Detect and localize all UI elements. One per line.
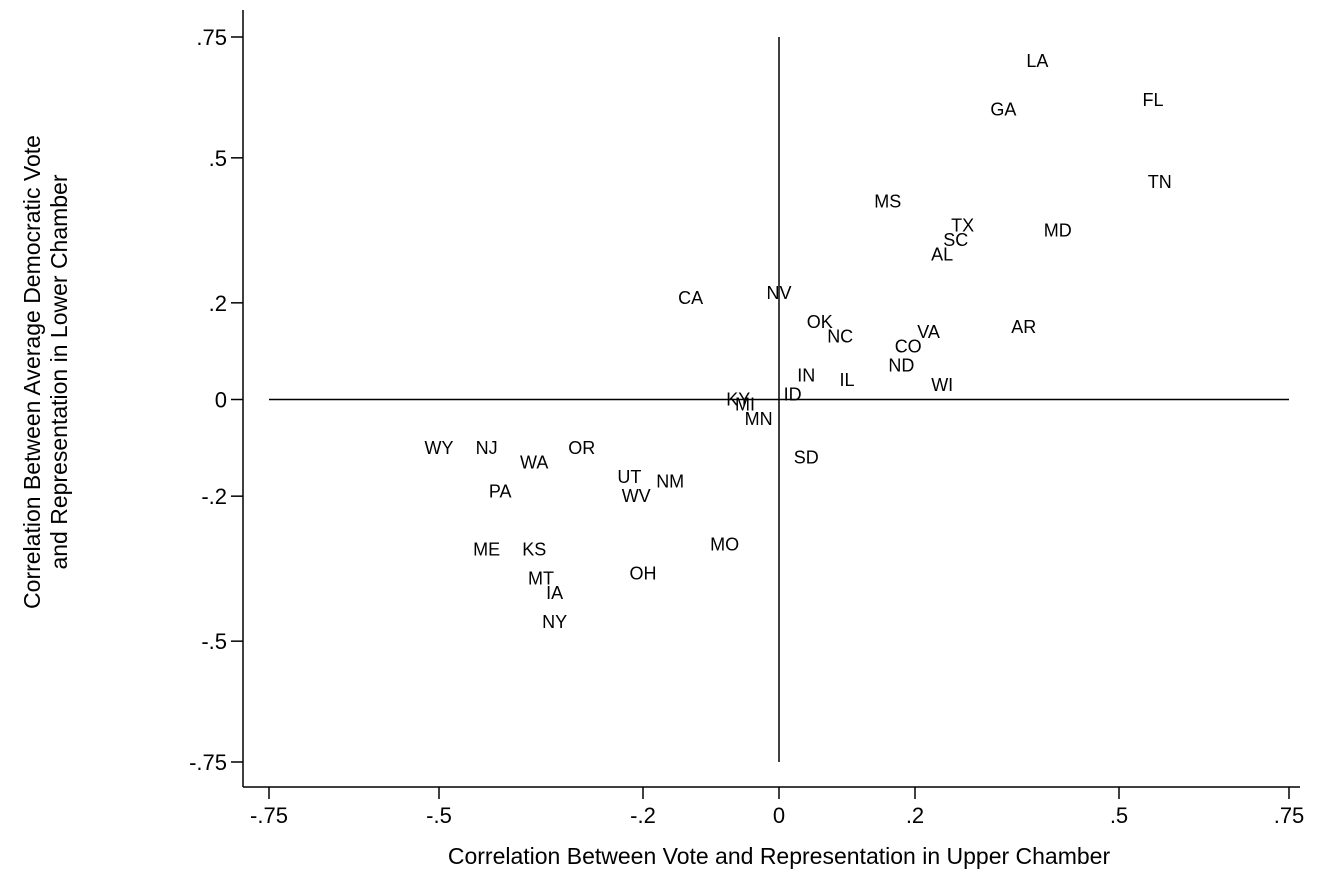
data-point-nm: NM [656, 472, 684, 492]
y-axis-title-line-2: and Representation in Lower Chamber [46, 174, 72, 569]
data-point-ks: KS [522, 539, 546, 559]
data-point-mo: MO [710, 535, 739, 555]
x-axis: -.75 -.5 -.2 0 .2 .5 .75 [243, 786, 1305, 828]
data-point-nv: NV [766, 283, 791, 303]
data-point-nc: NC [827, 327, 853, 347]
data-point-wi: WI [931, 375, 953, 395]
x-tick-label: .5 [1110, 803, 1128, 828]
data-point-ut: UT [617, 467, 641, 487]
data-point-sc: SC [943, 230, 968, 250]
x-axis-title: Correlation Between Vote and Representat… [448, 843, 1111, 869]
data-point-nj: NJ [476, 438, 498, 458]
data-point-id: ID [784, 385, 802, 405]
y-axis-title: Correlation Between Average Democratic V… [19, 135, 72, 609]
x-tick-label: .2 [906, 803, 924, 828]
data-point-ca: CA [678, 288, 703, 308]
data-point-ia: IA [546, 583, 563, 603]
y-axis: .75 .5 .2 0 -.2 -.5 -.75 [189, 10, 244, 787]
y-tick-label: .2 [209, 291, 227, 316]
data-point-pa: PA [489, 481, 512, 501]
data-point-il: IL [839, 370, 854, 390]
data-point-wa: WA [520, 452, 548, 472]
data-point-va: VA [917, 322, 940, 342]
x-tick-label: .75 [1274, 803, 1305, 828]
x-tick-label: 0 [773, 803, 785, 828]
data-point-ga: GA [990, 100, 1016, 120]
data-point-al: AL [931, 245, 953, 265]
data-point-md: MD [1044, 220, 1072, 240]
data-point-sd: SD [794, 448, 819, 468]
x-tick-label: -.5 [426, 803, 452, 828]
y-tick-label: -.2 [201, 484, 227, 509]
data-point-fl: FL [1142, 90, 1163, 110]
data-point-ar: AR [1011, 317, 1036, 337]
data-point-mn: MN [745, 409, 773, 429]
data-point-in: IN [797, 365, 815, 385]
y-axis-title-line-1: Correlation Between Average Democratic V… [19, 135, 45, 609]
y-tick-label: -.5 [201, 629, 227, 654]
data-point-ok: OK [807, 312, 833, 332]
reference-lines [269, 37, 1289, 762]
x-tick-label: -.75 [250, 803, 288, 828]
x-tick-label: -.2 [630, 803, 656, 828]
data-point-mi: MI [735, 394, 755, 414]
data-point-tn: TN [1148, 172, 1172, 192]
data-point-wv: WV [622, 486, 651, 506]
data-point-tx: TX [951, 216, 974, 236]
data-point-me: ME [473, 539, 500, 559]
y-tick-label: -.75 [189, 750, 227, 775]
data-point-nd: ND [888, 356, 914, 376]
data-point-wy: WY [425, 438, 454, 458]
y-tick-label: .75 [196, 25, 227, 50]
data-point-co: CO [895, 336, 922, 356]
y-tick-label: .5 [209, 146, 227, 171]
data-point-ny: NY [542, 612, 567, 632]
data-point-or: OR [568, 438, 595, 458]
data-point-oh: OH [630, 564, 657, 584]
data-point-mt: MT [528, 568, 554, 588]
y-tick-label: 0 [215, 388, 227, 413]
data-point-ky: KY [726, 390, 750, 410]
data-point-ms: MS [874, 191, 901, 211]
data-point-la: LA [1026, 51, 1048, 71]
